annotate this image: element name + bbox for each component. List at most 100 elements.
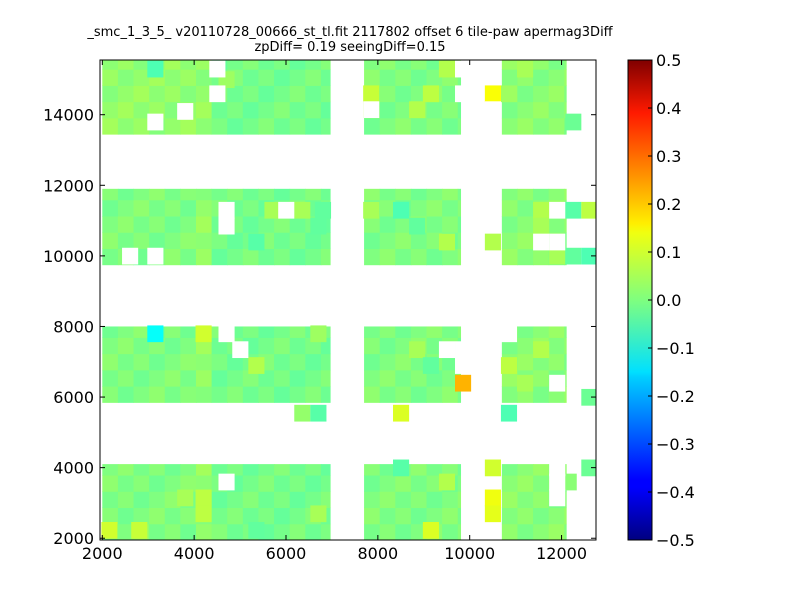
heatmap-cell <box>395 523 412 540</box>
heatmap-cell <box>274 188 291 201</box>
heatmap-cell <box>364 188 381 201</box>
heatmap-cell <box>211 369 228 387</box>
heatmap-cell <box>426 216 443 233</box>
heatmap-cell <box>164 326 181 338</box>
heatmap-cell <box>442 216 459 233</box>
heatmap-cell <box>227 464 244 476</box>
heatmap-cell <box>409 341 426 359</box>
heatmap-cell <box>422 522 439 539</box>
heatmap-cell <box>395 326 412 338</box>
heatmap-cell <box>164 69 181 86</box>
heatmap-cell <box>289 232 306 249</box>
heatmap-cell <box>320 464 331 476</box>
heatmap-cell <box>426 326 443 338</box>
heatmap-cell <box>548 60 565 70</box>
heatmap-cell <box>102 101 119 119</box>
heatmap-cell <box>500 404 518 422</box>
heatmap-cell <box>379 353 396 371</box>
heatmap-cell <box>442 507 459 525</box>
heatmap-cell <box>133 353 150 371</box>
heatmap-cell <box>117 507 135 525</box>
heatmap-cell <box>410 475 428 492</box>
heatmap-cell <box>426 386 443 403</box>
heatmap-cell <box>211 232 228 249</box>
heatmap-cell <box>274 69 291 86</box>
heatmap-cell <box>438 473 456 491</box>
heatmap-cell <box>164 507 181 525</box>
heatmap-cell <box>395 475 412 492</box>
heatmap-cell <box>379 326 396 338</box>
heatmap-cell <box>305 101 322 119</box>
x-tick-label: 10000 <box>444 544 495 563</box>
heatmap-cell <box>426 232 443 249</box>
heatmap-cell <box>180 216 197 233</box>
heatmap-cell <box>517 199 534 217</box>
heatmap-cell <box>289 216 306 233</box>
heatmap-cell <box>364 386 381 403</box>
heatmap-cell <box>195 188 213 201</box>
y-tick-label: 14000 <box>43 106 94 125</box>
heatmap-cell <box>227 507 244 525</box>
heatmap-cell <box>442 326 459 338</box>
heatmap-cell <box>149 85 166 103</box>
heatmap-cell <box>242 60 259 70</box>
heatmap-cell <box>274 117 291 135</box>
heatmap-cell <box>564 232 567 249</box>
heatmap-cell <box>410 326 428 338</box>
heatmap-cell <box>533 69 550 86</box>
heatmap-cell <box>102 337 119 355</box>
heatmap-empty-cell <box>549 374 566 392</box>
x-tick-label: 12000 <box>536 544 587 563</box>
heatmap-cell <box>242 216 259 233</box>
heatmap-cell <box>242 199 259 217</box>
heatmap-cell <box>211 353 228 371</box>
heatmap-empty-cell <box>549 489 566 507</box>
colorbar-tick-label: 0.5 <box>656 51 681 70</box>
heatmap-cell <box>258 60 275 70</box>
heatmap-cell <box>242 491 259 509</box>
heatmap-cell <box>410 464 428 476</box>
heatmap-cell <box>164 523 181 540</box>
heatmap-cell <box>274 337 291 355</box>
heatmap-empty-cell <box>533 233 550 251</box>
heatmap-cell <box>102 326 119 338</box>
heatmap-cell <box>564 464 567 476</box>
heatmap-cell <box>274 491 291 509</box>
heatmap-cell <box>364 117 381 135</box>
heatmap-cell <box>195 325 212 343</box>
heatmap-cell <box>242 188 259 201</box>
heatmap-cell <box>133 369 150 387</box>
heatmap-cell <box>274 248 291 266</box>
heatmap-cell <box>517 188 534 201</box>
heatmap-cell <box>149 199 166 217</box>
heatmap-cell <box>565 247 582 265</box>
heatmap-cell <box>289 369 306 387</box>
heatmap-cell <box>164 216 181 233</box>
heatmap-cell <box>501 464 518 476</box>
heatmap-cell <box>548 117 565 135</box>
heatmap-cell <box>289 523 306 540</box>
heatmap-cell <box>393 459 410 477</box>
heatmap-cell <box>305 85 322 103</box>
heatmap-cell <box>501 216 518 233</box>
heatmap-cell <box>410 232 428 249</box>
heatmap-cell <box>258 326 275 338</box>
heatmap-cell <box>149 188 166 201</box>
heatmap-cell <box>320 85 331 103</box>
heatmap-cell <box>258 101 275 119</box>
heatmap-cell <box>305 117 322 135</box>
heatmap-empty-cell <box>147 113 164 131</box>
heatmap-cell <box>564 85 567 103</box>
heatmap-cell <box>305 69 322 86</box>
heatmap-cell <box>379 188 396 201</box>
heatmap-cell <box>501 117 518 135</box>
heatmap-cell <box>149 507 166 525</box>
heatmap-cell <box>133 232 150 249</box>
heatmap-cell <box>484 233 501 251</box>
heatmap-cell <box>180 475 197 492</box>
heatmap-cell <box>274 326 291 338</box>
heatmap-cell <box>274 85 291 103</box>
heatmap-cell <box>195 523 213 540</box>
heatmap-cell <box>305 188 322 201</box>
